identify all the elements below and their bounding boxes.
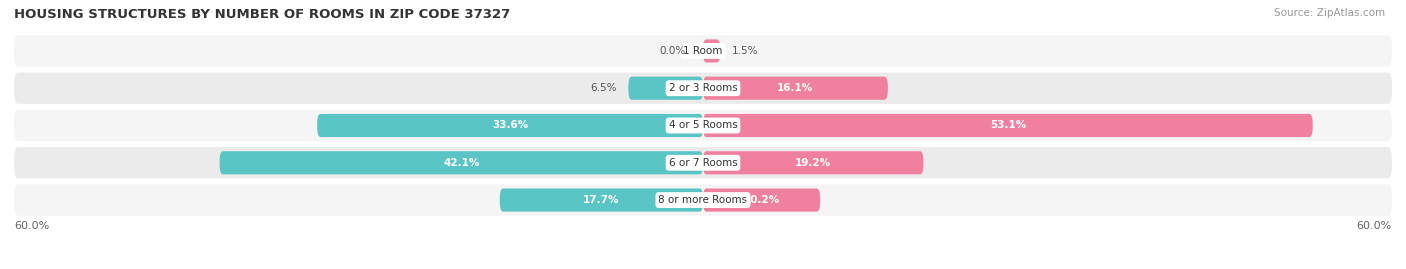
FancyBboxPatch shape <box>14 185 1392 216</box>
FancyBboxPatch shape <box>703 39 720 62</box>
Text: 6 or 7 Rooms: 6 or 7 Rooms <box>669 158 737 168</box>
Text: 42.1%: 42.1% <box>443 158 479 168</box>
Text: 2 or 3 Rooms: 2 or 3 Rooms <box>669 83 737 93</box>
FancyBboxPatch shape <box>219 151 703 174</box>
FancyBboxPatch shape <box>703 77 887 100</box>
Text: 8 or more Rooms: 8 or more Rooms <box>658 195 748 205</box>
FancyBboxPatch shape <box>628 77 703 100</box>
Text: 60.0%: 60.0% <box>1357 221 1392 231</box>
Text: Source: ZipAtlas.com: Source: ZipAtlas.com <box>1274 8 1385 18</box>
Text: 0.0%: 0.0% <box>659 46 686 56</box>
FancyBboxPatch shape <box>318 114 703 137</box>
Text: 33.6%: 33.6% <box>492 121 529 130</box>
Text: 1 Room: 1 Room <box>683 46 723 56</box>
FancyBboxPatch shape <box>14 73 1392 104</box>
FancyBboxPatch shape <box>14 110 1392 141</box>
Text: HOUSING STRUCTURES BY NUMBER OF ROOMS IN ZIP CODE 37327: HOUSING STRUCTURES BY NUMBER OF ROOMS IN… <box>14 8 510 21</box>
Text: 17.7%: 17.7% <box>583 195 620 205</box>
Text: 16.1%: 16.1% <box>778 83 814 93</box>
Text: 19.2%: 19.2% <box>796 158 831 168</box>
Text: 53.1%: 53.1% <box>990 121 1026 130</box>
Text: 4 or 5 Rooms: 4 or 5 Rooms <box>669 121 737 130</box>
FancyBboxPatch shape <box>703 151 924 174</box>
FancyBboxPatch shape <box>14 35 1392 67</box>
FancyBboxPatch shape <box>703 114 1313 137</box>
FancyBboxPatch shape <box>499 189 703 212</box>
Text: 6.5%: 6.5% <box>591 83 617 93</box>
Text: 60.0%: 60.0% <box>14 221 49 231</box>
FancyBboxPatch shape <box>703 189 820 212</box>
FancyBboxPatch shape <box>14 147 1392 178</box>
Text: 10.2%: 10.2% <box>744 195 780 205</box>
Text: 1.5%: 1.5% <box>731 46 758 56</box>
